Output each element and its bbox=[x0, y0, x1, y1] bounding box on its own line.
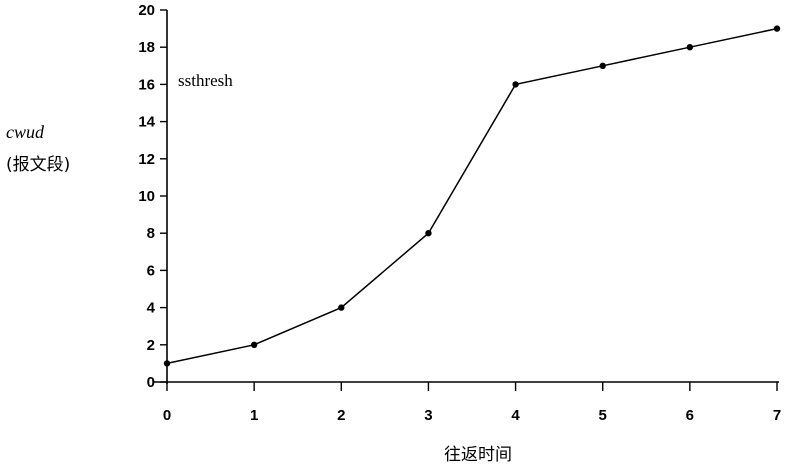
x-axis-label: 往返时间 bbox=[444, 445, 512, 465]
y-tick-label: 12 bbox=[138, 151, 155, 168]
y-ticks: 0 2 4 6 8 10 12 14 16 18 20 bbox=[138, 2, 167, 391]
cwnd-series-line bbox=[166, 27, 778, 365]
data-point bbox=[338, 304, 345, 311]
x-tick-label: 0 bbox=[163, 407, 171, 424]
x-tick-label: 5 bbox=[599, 407, 607, 424]
y-tick-label: 14 bbox=[138, 114, 155, 131]
data-point bbox=[773, 25, 781, 32]
y-tick-label: 20 bbox=[138, 2, 155, 19]
y-tick-label: 18 bbox=[138, 39, 155, 56]
y-axis-label: cwud bbox=[6, 122, 45, 142]
y-tick-label: 6 bbox=[147, 262, 155, 279]
data-point bbox=[250, 341, 258, 348]
data-point bbox=[686, 44, 694, 51]
data-point bbox=[425, 230, 432, 237]
data-point bbox=[599, 62, 606, 69]
y-tick-label: 8 bbox=[147, 225, 155, 242]
x-tick-label: 1 bbox=[250, 407, 258, 424]
x-tick-label: 7 bbox=[773, 407, 781, 424]
x-tick-label: 3 bbox=[424, 407, 432, 424]
ssthresh-annotation: ssthresh bbox=[178, 71, 233, 90]
series-group bbox=[163, 25, 781, 367]
y-tick-label: 10 bbox=[138, 188, 155, 205]
x-ticks: 0 1 2 3 4 5 6 7 bbox=[163, 382, 781, 424]
data-point bbox=[163, 360, 171, 367]
axes bbox=[153, 10, 779, 384]
y-tick-label: 2 bbox=[147, 337, 155, 354]
x-tick-label: 2 bbox=[337, 407, 345, 424]
y-axis-unit-label: (报文段) bbox=[6, 155, 70, 175]
data-point bbox=[512, 81, 519, 88]
x-tick-label: 6 bbox=[686, 407, 694, 424]
y-tick-label: 16 bbox=[138, 76, 155, 93]
y-tick-label: 0 bbox=[147, 374, 155, 391]
x-tick-label: 4 bbox=[511, 407, 520, 424]
y-tick-label: 4 bbox=[147, 300, 156, 317]
